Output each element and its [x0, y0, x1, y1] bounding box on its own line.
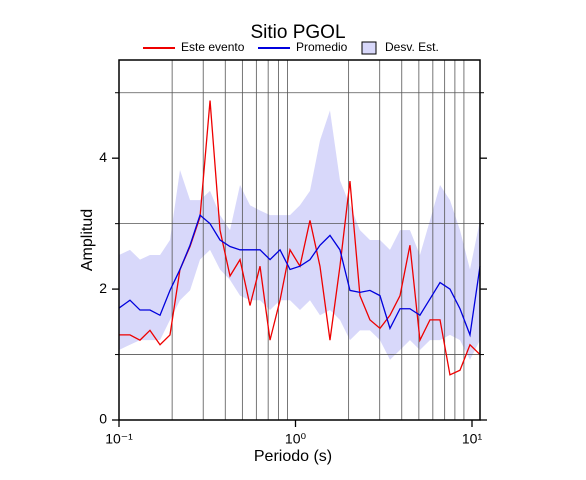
legend-swatch	[361, 41, 377, 55]
series-line	[118, 214, 481, 338]
y-tick-label: 0	[99, 411, 107, 427]
x-tick-label: 10⁰	[285, 431, 307, 447]
y-axis-label: Amplitud	[79, 209, 96, 271]
chart-title: Sitio PGOL	[250, 22, 345, 43]
legend-label: Promedio	[296, 40, 348, 54]
y-tick-label: 2	[99, 280, 107, 296]
legend-label: Este evento	[181, 40, 245, 54]
x-axis-label: Periodo (s)	[254, 448, 332, 465]
plot-frame	[118, 59, 481, 421]
y-tick-label: 4	[99, 149, 107, 165]
legend-label: Desv. Est.	[385, 40, 439, 54]
std-band	[119, 110, 480, 360]
x-tick-label: 10¹	[462, 431, 483, 447]
x-tick-label: 10⁻¹	[105, 431, 133, 447]
